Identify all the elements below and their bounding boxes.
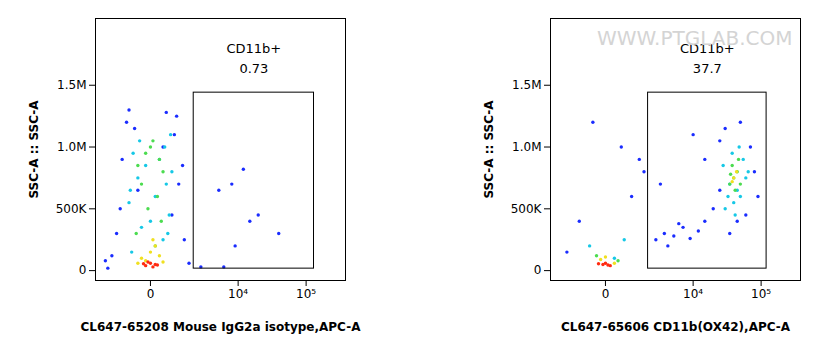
svg-text:CL647-65208 Mouse IgG2a isotyp: CL647-65208 Mouse IgG2a isotype,APC-A <box>81 320 362 334</box>
svg-text:1.0M: 1.0M <box>57 140 86 154</box>
svg-text:0: 0 <box>79 263 87 277</box>
svg-text:1.0M: 1.0M <box>512 140 541 154</box>
svg-text:10⁴: 10⁴ <box>683 287 703 301</box>
svg-text:10⁴: 10⁴ <box>228 287 248 301</box>
svg-text:CD11b+: CD11b+ <box>226 41 281 56</box>
svg-text:0: 0 <box>147 287 155 301</box>
svg-text:SSC-A :: SSC-A: SSC-A :: SSC-A <box>27 100 41 199</box>
svg-text:500K: 500K <box>56 202 88 216</box>
svg-text:SSC-A :: SSC-A: SSC-A :: SSC-A <box>482 100 496 199</box>
svg-text:1.5M: 1.5M <box>512 78 541 92</box>
svg-text:0: 0 <box>602 287 610 301</box>
svg-text:10⁵: 10⁵ <box>296 287 316 301</box>
svg-text:0: 0 <box>534 263 542 277</box>
svg-text:0.73: 0.73 <box>239 61 268 76</box>
svg-text:CL647-65606 CD11b(OX42),APC-A: CL647-65606 CD11b(OX42),APC-A <box>561 320 791 334</box>
svg-text:37.7: 37.7 <box>693 61 722 76</box>
svg-text:WWW.PTGLAB.COM: WWW.PTGLAB.COM <box>597 26 793 50</box>
svg-text:1.5M: 1.5M <box>57 78 86 92</box>
svg-text:10⁵: 10⁵ <box>751 287 771 301</box>
svg-text:500K: 500K <box>511 202 543 216</box>
